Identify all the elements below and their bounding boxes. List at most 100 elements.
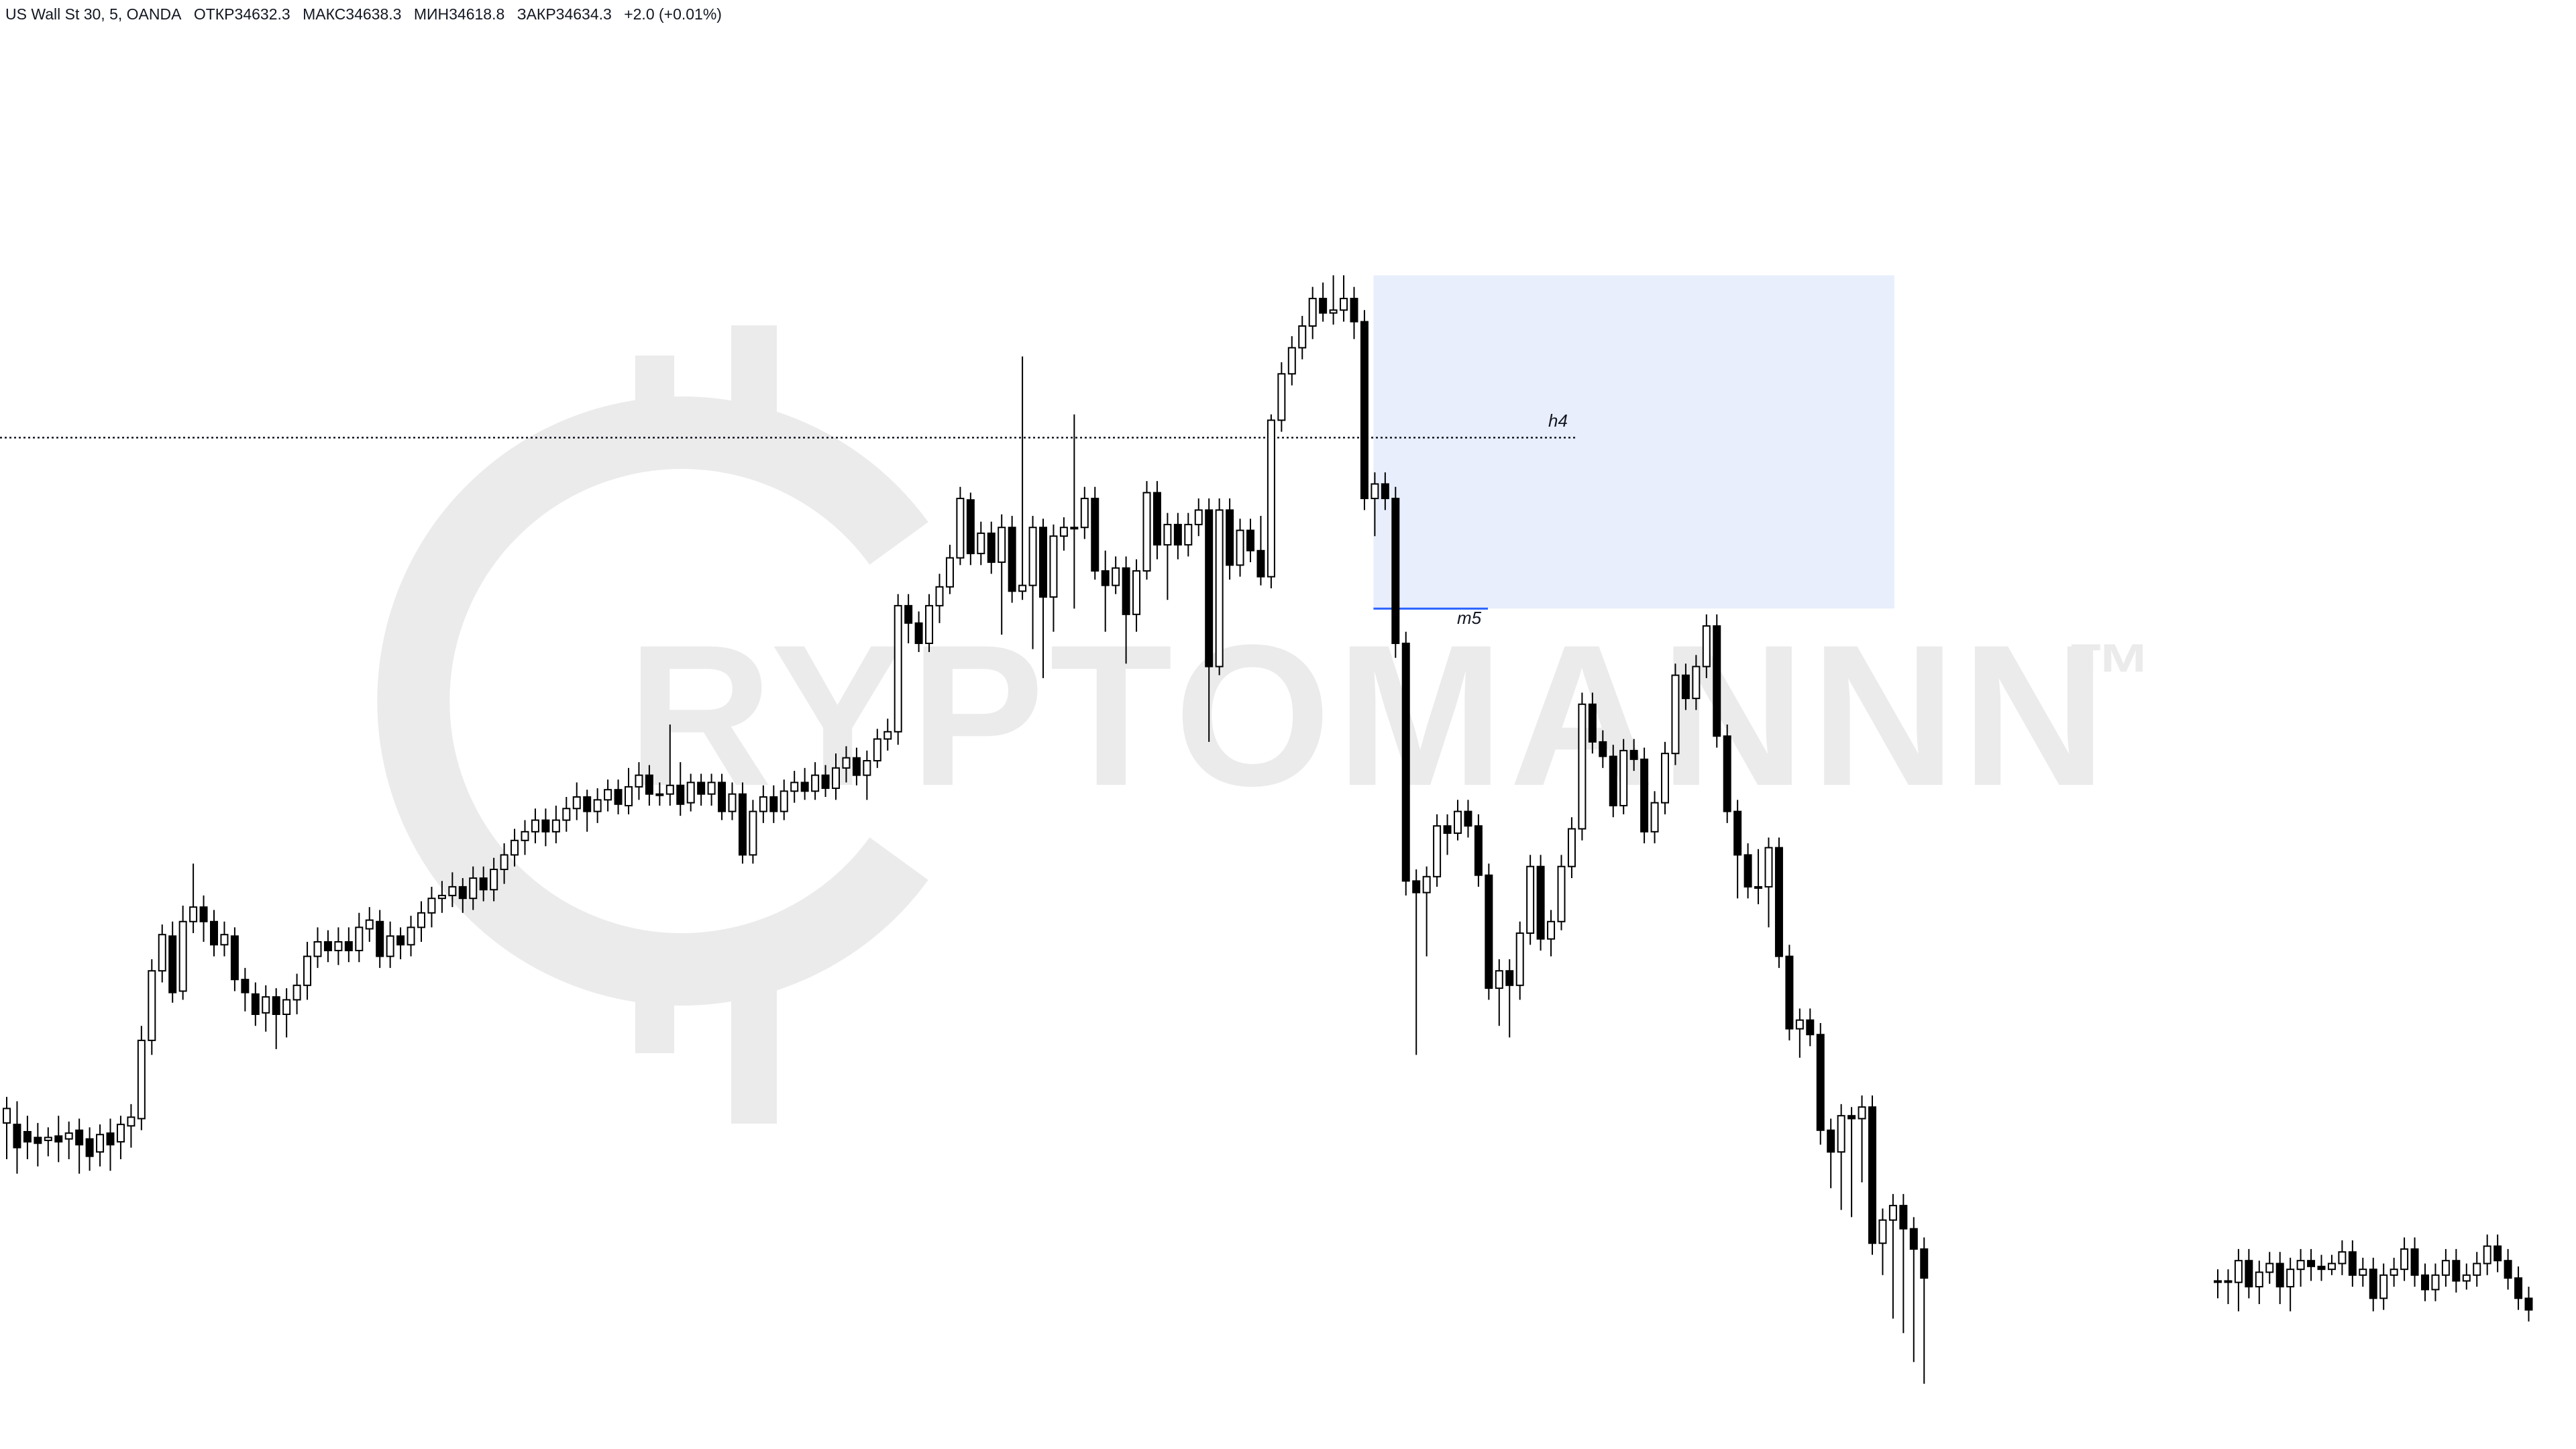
candle [842,746,851,783]
candle [220,921,229,957]
candle [1287,336,1296,386]
candle [500,843,508,884]
candle [1485,863,1493,1000]
watermark-text: RYPTOMANNN [627,602,2112,828]
candle [925,594,934,652]
candle [1806,1008,1815,1046]
m5-label: m5 [1457,608,1482,628]
candle [977,521,985,566]
candle [282,988,291,1038]
bitcoin-c-logo-icon [377,325,928,1124]
candle [44,1127,52,1157]
candle [541,808,550,847]
candle [1536,855,1545,951]
candle [396,927,405,959]
candle [2483,1234,2491,1275]
candle [987,521,996,574]
candle [2473,1252,2481,1287]
candle [1578,692,1587,841]
candle [85,1127,94,1171]
candle [883,718,892,751]
candle [2410,1237,2419,1287]
candle [2524,1287,2533,1322]
candle [292,973,301,1014]
candle [1858,1095,1866,1183]
candle [75,1118,84,1174]
candle [2462,1263,2471,1290]
candle [1412,869,1421,1055]
candle [137,1026,146,1130]
candle [1059,517,1068,551]
candle [490,857,498,902]
low-value: МИН34618.8 [413,5,505,23]
candle [1039,519,1047,678]
candle [1909,1217,1918,1362]
close-value: ЗАКР34634.3 [517,5,612,23]
candle [1184,513,1193,557]
supply-zone[interactable] [1373,275,1894,609]
candle [1795,1008,1804,1058]
candle [2234,1248,2243,1311]
candle [1101,550,1110,632]
candle [1132,559,1141,632]
candle [1246,519,1254,563]
candle [2307,1248,2316,1281]
candle [572,782,581,820]
candle [1515,921,1524,1000]
candle [1713,614,1721,748]
candle [1899,1193,1908,1334]
candle [759,785,767,823]
candle [1681,663,1690,710]
candle [158,924,166,983]
candle [1743,843,1752,899]
candle [23,1116,32,1159]
candle [1122,556,1130,664]
candle [386,921,394,968]
candle [1422,866,1431,957]
candle [863,750,871,800]
candle [1205,498,1214,742]
candle [1619,739,1628,814]
candle [1008,515,1016,603]
candle [551,805,560,844]
candle [2431,1263,2440,1301]
candle [1464,800,1472,838]
candle [873,729,881,768]
candle [2348,1240,2357,1287]
candle [1920,1237,1929,1384]
candle [935,574,944,623]
candle [531,808,539,844]
candle [1661,741,1669,814]
candle [230,927,239,991]
candle [1028,515,1037,649]
candle [800,767,809,800]
candle [1215,498,1224,676]
candle [707,773,716,806]
candle [1526,855,1535,945]
candle [665,724,674,806]
candle [1308,286,1317,339]
candle [1391,486,1400,658]
candle [1774,837,1783,968]
candle [645,765,653,806]
candle [1754,849,1763,904]
candle [718,773,727,820]
candle [189,863,198,934]
candle [437,881,446,913]
candle [1816,1022,1825,1145]
candle [614,780,623,814]
candle [1256,515,1265,586]
candle [210,910,218,957]
candle [2275,1252,2284,1304]
candle [1505,959,1514,1038]
candle [1609,745,1617,818]
candle [1070,414,1079,609]
candle [2379,1263,2388,1310]
candle [116,1116,125,1159]
candle [583,790,592,832]
candle [1599,730,1607,768]
candle [511,828,519,867]
candle [1360,310,1368,511]
candle [1868,1095,1876,1255]
